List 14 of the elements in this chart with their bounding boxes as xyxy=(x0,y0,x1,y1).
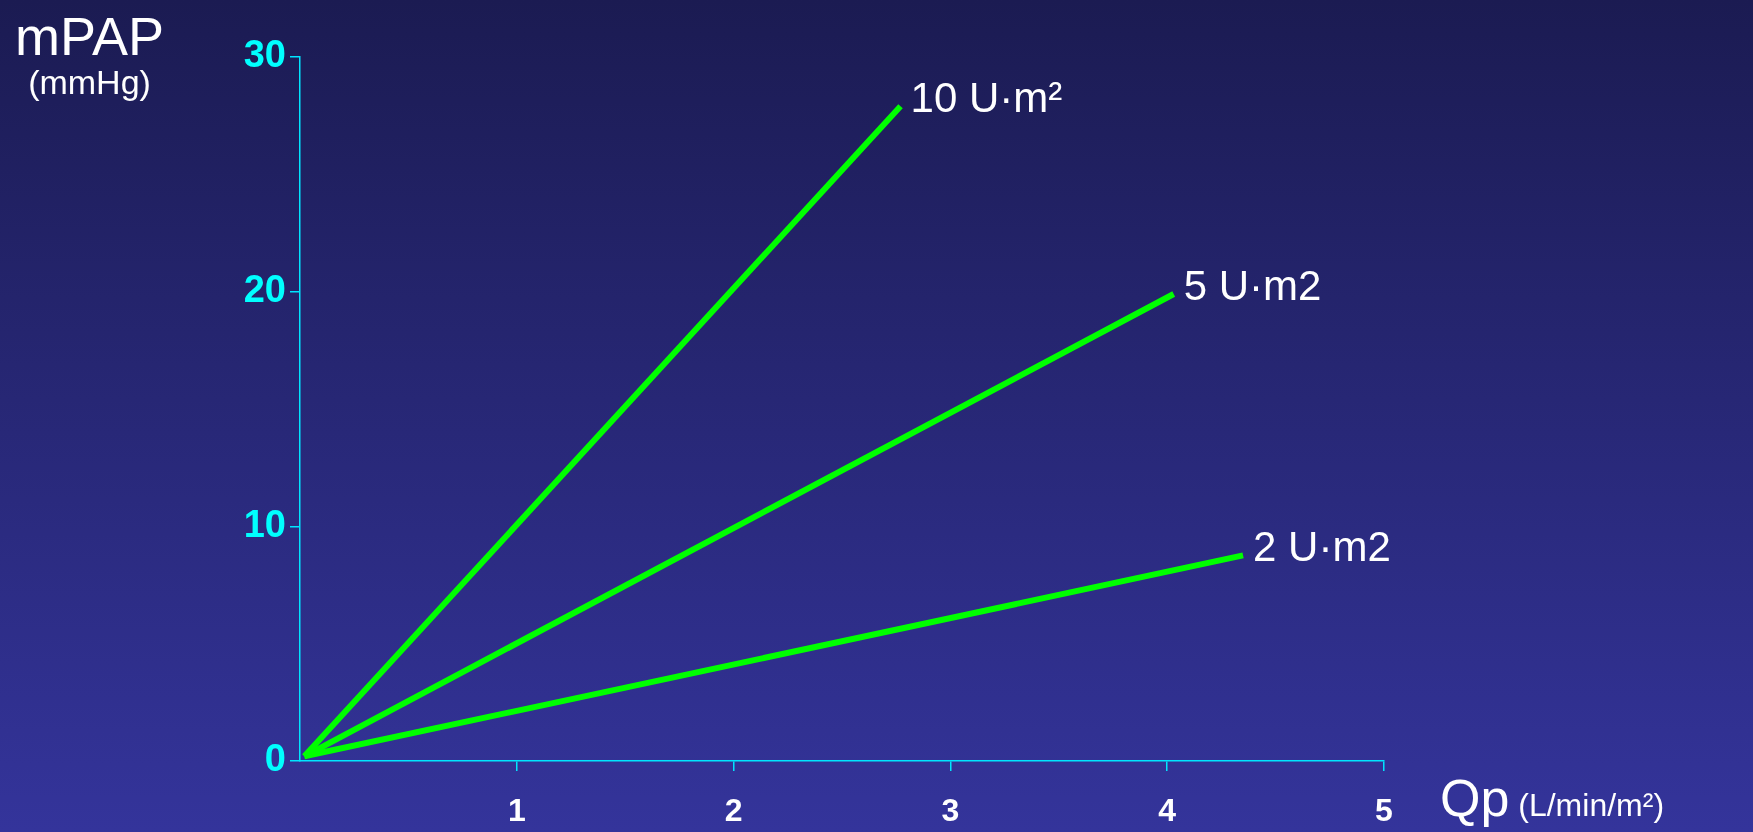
y-tick-label: 10 xyxy=(243,502,286,545)
x-tick-label: 4 xyxy=(1158,792,1177,829)
series-label: 2 U·m2 xyxy=(1253,523,1391,571)
series-label: 5 U·m2 xyxy=(1183,261,1322,309)
x-tick-label: 3 xyxy=(941,792,960,829)
y-tick-label: 30 xyxy=(243,33,286,76)
x-axis-title: Qp (L/min/m²) xyxy=(1440,769,1665,827)
y-axis-title: mPAP (mmHg) xyxy=(15,6,165,101)
y-tick-label: 0 xyxy=(264,737,286,780)
x-tick-label: 1 xyxy=(507,792,526,829)
y-tick-label: 20 xyxy=(243,268,286,311)
x-tick-label: 2 xyxy=(724,792,743,829)
series-label: 10 U·m² xyxy=(910,73,1063,121)
x-tick-label: 5 xyxy=(1375,792,1393,829)
